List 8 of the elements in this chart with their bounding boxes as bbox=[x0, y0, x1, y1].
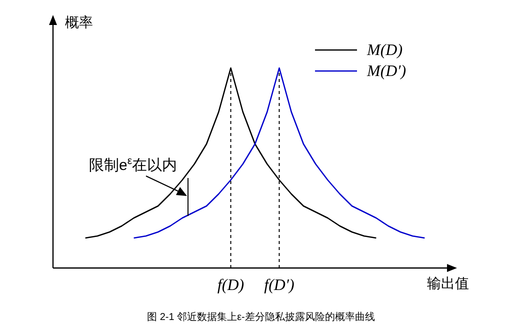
y-axis-title: 概率 bbox=[65, 14, 93, 30]
legend-label: M(D′) bbox=[366, 63, 406, 80]
x-tick-label: f(D′) bbox=[264, 277, 294, 294]
x-tick-label: f(D) bbox=[217, 277, 244, 294]
annotation: 限制e$^{ε}$在以内 bbox=[89, 155, 178, 174]
caption: 图 2-1 邻近数据集上ε-差分隐私披露风险的概率曲线 bbox=[147, 311, 375, 323]
legend-label: M(D) bbox=[366, 42, 403, 59]
x-axis-title: 输出值 bbox=[427, 275, 469, 291]
